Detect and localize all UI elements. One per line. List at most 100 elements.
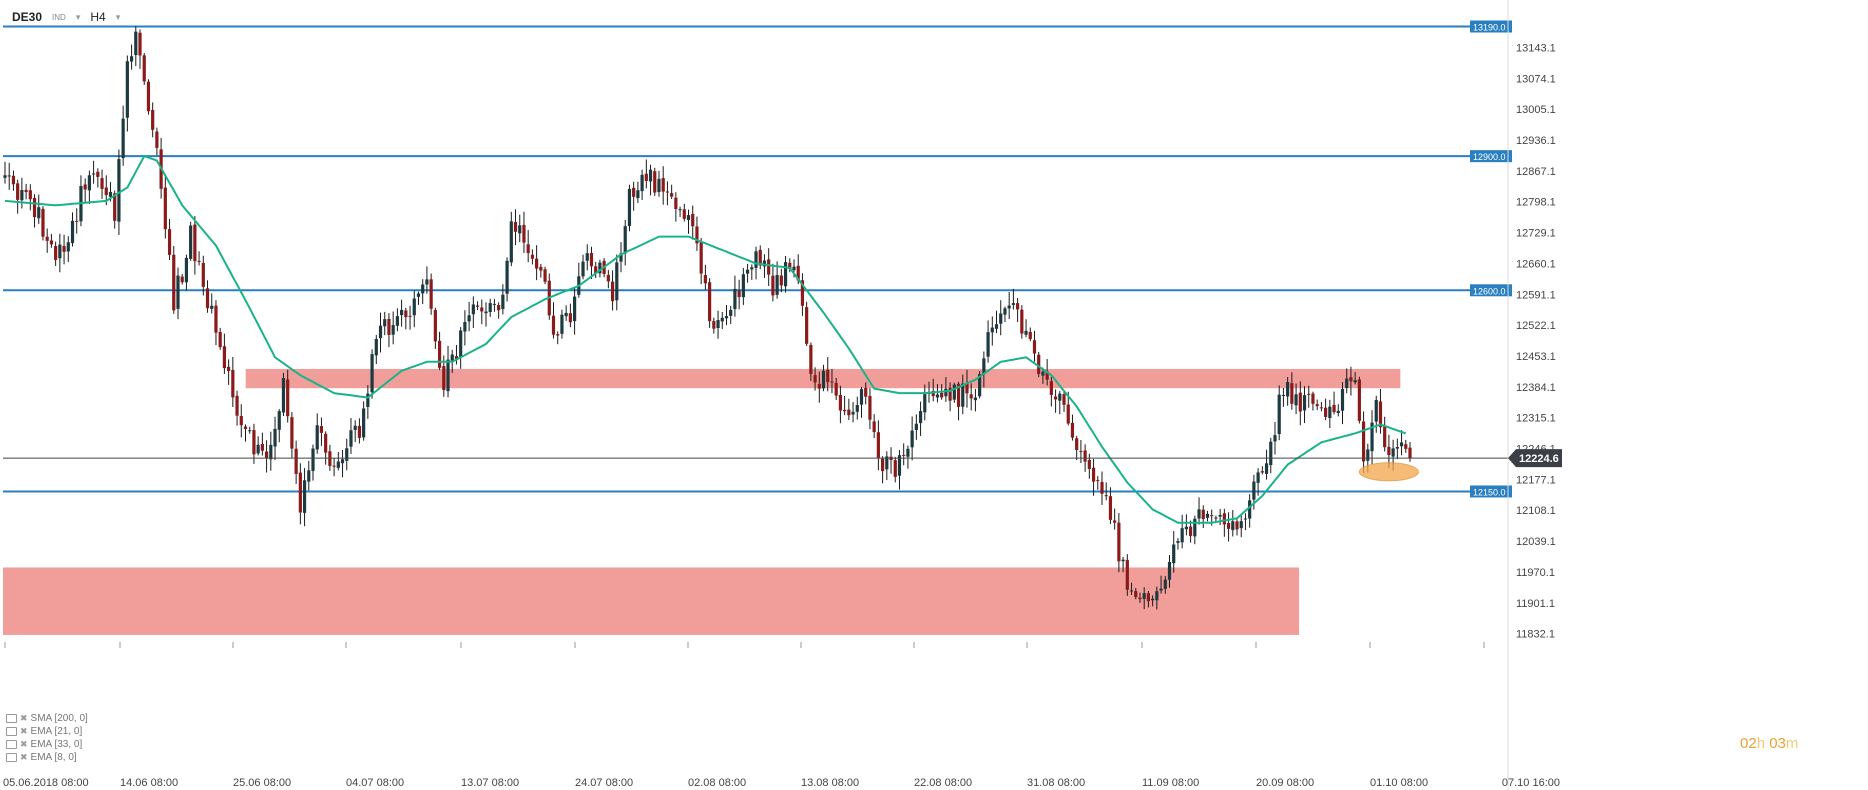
candle-body[interactable]	[1378, 401, 1383, 428]
candle-body[interactable]	[952, 384, 956, 400]
candle-body[interactable]	[982, 358, 986, 375]
candle-body[interactable]	[442, 366, 446, 391]
candle-body[interactable]	[277, 411, 281, 430]
candle-body[interactable]	[779, 275, 783, 286]
candle-body[interactable]	[205, 288, 210, 309]
candle-body[interactable]	[11, 175, 16, 185]
candle-body[interactable]	[745, 269, 750, 274]
candle-body[interactable]	[1210, 515, 1214, 517]
candle-body[interactable]	[720, 317, 724, 322]
candle-body[interactable]	[349, 430, 353, 447]
candle-body[interactable]	[1028, 331, 1032, 340]
candle-body[interactable]	[1361, 421, 1366, 462]
candle-body[interactable]	[1011, 303, 1015, 305]
candle-body[interactable]	[151, 109, 155, 130]
candle-body[interactable]	[1041, 371, 1045, 376]
candle-body[interactable]	[855, 404, 859, 412]
candle-body[interactable]	[75, 220, 79, 222]
candle-body[interactable]	[708, 282, 712, 322]
candle-body[interactable]	[1032, 340, 1037, 354]
candle-body[interactable]	[1037, 354, 1041, 374]
settings-icon[interactable]	[6, 753, 17, 762]
candle-body[interactable]	[834, 382, 838, 396]
candle-body[interactable]	[1353, 380, 1357, 383]
candle-body[interactable]	[648, 169, 653, 182]
candle-body[interactable]	[1273, 435, 1277, 442]
candle-body[interactable]	[395, 316, 399, 326]
candle-body[interactable]	[699, 242, 703, 274]
candle-body[interactable]	[269, 444, 273, 460]
candle-body[interactable]	[16, 183, 20, 200]
candle-body[interactable]	[594, 266, 598, 274]
candle-body[interactable]	[716, 320, 720, 329]
candle-body[interactable]	[973, 397, 978, 401]
candle-body[interactable]	[598, 262, 602, 274]
candle-body[interactable]	[332, 465, 336, 467]
candle-body[interactable]	[1319, 407, 1323, 409]
candle-body[interactable]	[1176, 541, 1180, 543]
candle-body[interactable]	[999, 313, 1003, 324]
candle-body[interactable]	[340, 459, 345, 464]
candle-body[interactable]	[1129, 590, 1134, 592]
remove-icon[interactable]: ✖	[20, 752, 28, 762]
candle-body[interactable]	[712, 321, 716, 329]
candle-body[interactable]	[421, 284, 425, 294]
candle-body[interactable]	[437, 340, 442, 368]
candle-body[interactable]	[619, 253, 623, 262]
candle-body[interactable]	[1087, 459, 1091, 469]
candle-body[interactable]	[1281, 394, 1286, 396]
candle-body[interactable]	[1264, 463, 1269, 474]
candle-body[interactable]	[1163, 579, 1167, 589]
candle-body[interactable]	[695, 226, 699, 244]
candle-body[interactable]	[41, 208, 45, 237]
candle-body[interactable]	[231, 369, 235, 398]
candle-body[interactable]	[243, 426, 248, 429]
candle-body[interactable]	[108, 191, 113, 197]
candle-body[interactable]	[374, 339, 378, 356]
candle-body[interactable]	[678, 209, 682, 211]
candle-body[interactable]	[940, 392, 944, 398]
candle-body[interactable]	[1324, 407, 1328, 417]
candle-body[interactable]	[1391, 448, 1395, 457]
candle-body[interactable]	[404, 310, 408, 318]
candle-body[interactable]	[117, 159, 121, 222]
candle-body[interactable]	[636, 190, 640, 199]
candle-body[interactable]	[539, 266, 543, 271]
candle-body[interactable]	[1340, 388, 1345, 411]
candle-body[interactable]	[214, 305, 218, 333]
candle-body[interactable]	[1104, 495, 1108, 497]
candle-body[interactable]	[1328, 406, 1332, 419]
symbol-label[interactable]: DE30	[12, 10, 43, 24]
candle-body[interactable]	[851, 411, 855, 415]
candle-body[interactable]	[408, 315, 412, 317]
candle-body[interactable]	[805, 307, 809, 344]
candle-body[interactable]	[497, 305, 501, 311]
candle-body[interactable]	[880, 458, 885, 472]
candle-body[interactable]	[66, 242, 70, 252]
candle-body[interactable]	[1075, 438, 1079, 451]
candle-body[interactable]	[568, 313, 572, 323]
candle-body[interactable]	[585, 253, 589, 261]
candle-body[interactable]	[897, 455, 902, 476]
candle-body[interactable]	[184, 257, 189, 283]
candle-body[interactable]	[302, 480, 307, 513]
candle-body[interactable]	[754, 251, 758, 268]
candle-body[interactable]	[918, 411, 923, 424]
candle-body[interactable]	[252, 430, 256, 455]
candle-body[interactable]	[1302, 395, 1307, 411]
candle-body[interactable]	[315, 425, 319, 450]
candle-body[interactable]	[1256, 472, 1260, 483]
candle-body[interactable]	[484, 311, 488, 314]
candle-body[interactable]	[100, 178, 104, 189]
candle-body[interactable]	[1155, 591, 1159, 601]
indicator-item[interactable]: ✖ EMA [33, 0]	[6, 738, 88, 751]
candle-body[interactable]	[1294, 394, 1298, 406]
candle-body[interactable]	[572, 296, 577, 322]
candle-body[interactable]	[172, 254, 176, 311]
candle-body[interactable]	[961, 383, 965, 407]
candle-body[interactable]	[686, 215, 691, 221]
indicator-item[interactable]: ✖ SMA [200, 0]	[6, 712, 88, 725]
candle-body[interactable]	[1100, 481, 1104, 494]
candle-body[interactable]	[969, 394, 973, 399]
candle-body[interactable]	[788, 262, 792, 269]
